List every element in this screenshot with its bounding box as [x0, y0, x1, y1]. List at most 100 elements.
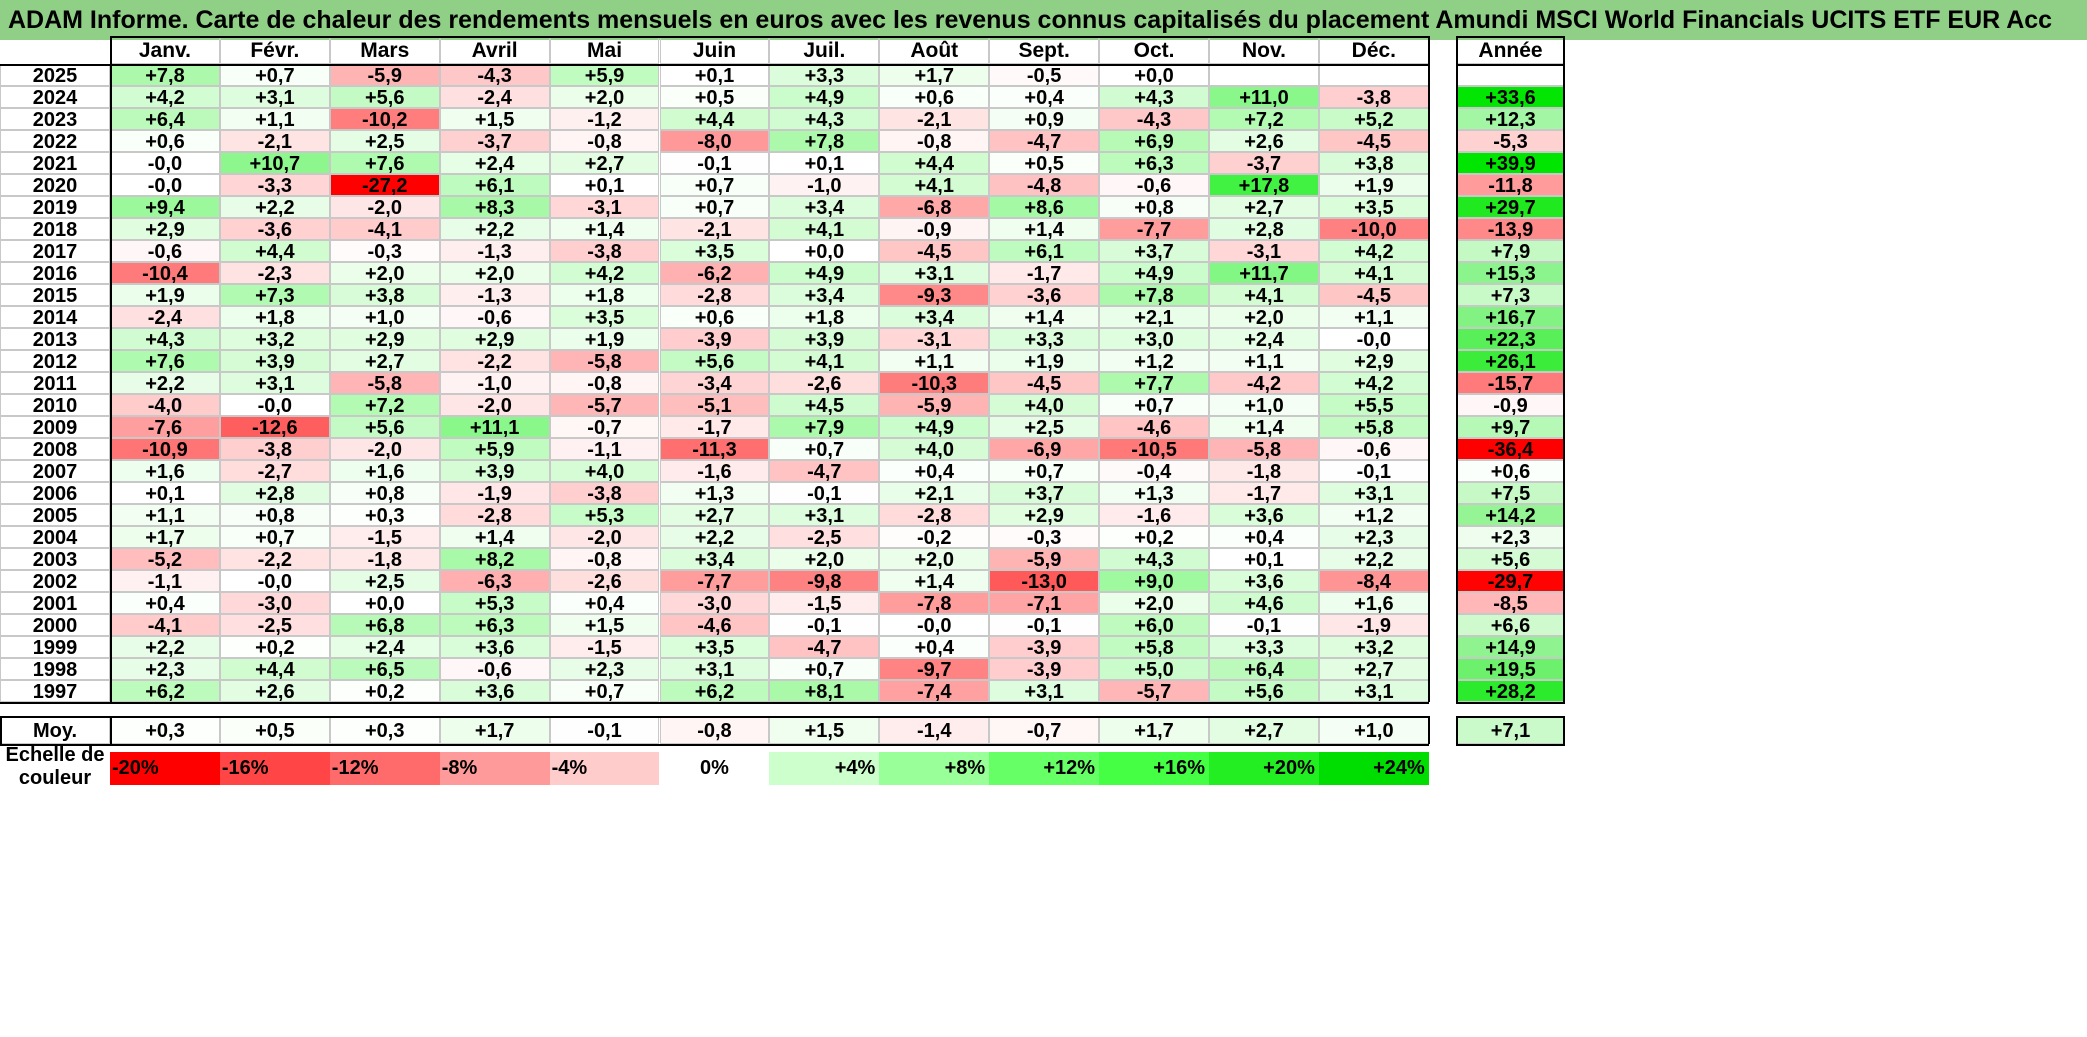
heatmap-cell: +4,2	[110, 86, 220, 108]
heatmap-cell: +0,2	[1099, 526, 1209, 548]
heatmap-cell: +11,7	[1209, 262, 1319, 284]
year-label: 2003	[0, 548, 110, 570]
heatmap-cell: -6,2	[659, 262, 770, 284]
heatmap-cell: -0,3	[329, 240, 440, 262]
heatmap-cell: +5,6	[659, 350, 770, 372]
heatmap-cell: +0,1	[769, 152, 880, 174]
annual-top-border	[1456, 36, 1565, 38]
heatmap-cell: -4,7	[769, 636, 880, 658]
heatmap-cell: +3,3	[769, 64, 880, 86]
heatmap-cell: +4,9	[769, 86, 880, 108]
heatmap-cell: +5,3	[549, 504, 660, 526]
heatmap-cell: -11,3	[659, 438, 770, 460]
heatmap-cell: -2,8	[879, 504, 990, 526]
heatmap-cell: +2,6	[219, 680, 330, 702]
heatmap-cell: +2,6	[1209, 130, 1319, 152]
annual-cell: -11,8	[1456, 174, 1565, 196]
heatmap-cell: +7,6	[110, 350, 220, 372]
heatmap-cell: +8,3	[439, 196, 550, 218]
annual-cell: +15,3	[1456, 262, 1565, 284]
annual-cell: +19,5	[1456, 658, 1565, 680]
heatmap-cell: +1,5	[439, 108, 550, 130]
heatmap-cell: +0,7	[659, 174, 770, 196]
column-header: Sept.	[989, 36, 1100, 64]
heatmap-cell: -2,4	[110, 306, 220, 328]
heatmap-cell: +4,4	[879, 152, 990, 174]
heatmap-cell: -1,0	[769, 174, 880, 196]
heatmap-cell: +1,3	[659, 482, 770, 504]
average-annual-cell: +7,1	[1456, 716, 1565, 744]
heatmap-cell: -4,6	[1099, 416, 1209, 438]
column-header: Oct.	[1099, 36, 1209, 64]
average-cell: +0,3	[329, 716, 440, 744]
heatmap-cell: -0,1	[659, 152, 770, 174]
heatmap-cell: +3,2	[219, 328, 330, 350]
heatmap-cell: +3,8	[1318, 152, 1429, 174]
heatmap-cell: +2,2	[110, 636, 220, 658]
heatmap-cell: +4,5	[769, 394, 880, 416]
average-cell: +1,7	[439, 716, 550, 744]
heatmap-cell: +2,9	[110, 218, 220, 240]
color-scale-swatch: +4%	[769, 752, 880, 785]
heatmap-cell: +1,5	[549, 614, 660, 636]
heatmap-cell: +2,4	[439, 152, 550, 174]
heatmap-cell: -1,6	[1099, 504, 1209, 526]
heatmap-cell: -2,0	[329, 438, 440, 460]
heatmap-cell: +3,1	[769, 504, 880, 526]
color-scale-swatch: 0%	[659, 752, 770, 785]
heatmap-cell: -0,0	[110, 174, 220, 196]
annual-cell: -15,7	[1456, 372, 1565, 394]
heatmap-cell: +10,7	[219, 152, 330, 174]
heatmap-cell: +6,4	[110, 108, 220, 130]
annual-cell: +29,7	[1456, 196, 1565, 218]
color-scale-label-line2: couleur	[18, 767, 92, 789]
heatmap-cell: +2,0	[879, 548, 990, 570]
heatmap-cell: +1,0	[329, 306, 440, 328]
heatmap-cell: -7,7	[1099, 218, 1209, 240]
heatmap-cell: +1,3	[1099, 482, 1209, 504]
heatmap-cell: +3,1	[219, 86, 330, 108]
heatmap-cell: +6,9	[1099, 130, 1209, 152]
heatmap-cell: +1,4	[879, 570, 990, 592]
column-header: Nov.	[1209, 36, 1319, 64]
heatmap-cell: +1,7	[110, 526, 220, 548]
heatmap-cell: -5,9	[329, 64, 440, 86]
heatmap-cell: -10,3	[879, 372, 990, 394]
heatmap-cell: -3,4	[659, 372, 770, 394]
heatmap-cell: +3,5	[1318, 196, 1429, 218]
heatmap-cell: -4,5	[989, 372, 1100, 394]
average-cell: +1,5	[769, 716, 880, 744]
heatmap-cell: +3,5	[659, 240, 770, 262]
heatmap-cell: +1,1	[110, 504, 220, 526]
color-scale-swatch: +8%	[879, 752, 990, 785]
heatmap-cell: +2,7	[549, 152, 660, 174]
heatmap-cell: +5,9	[439, 438, 550, 460]
heatmap-cell: +0,7	[659, 196, 770, 218]
heatmap-cell: -7,7	[659, 570, 770, 592]
heatmap-cell: +2,3	[110, 658, 220, 680]
heatmap-cell: -3,8	[549, 482, 660, 504]
heatmap-cell: +2,0	[549, 86, 660, 108]
heatmap-cell: +2,0	[1099, 592, 1209, 614]
heatmap-cell: +8,6	[989, 196, 1100, 218]
color-scale-swatch: -20%	[110, 752, 220, 785]
average-right-border	[1427, 716, 1430, 744]
heatmap-cell: -4,0	[110, 394, 220, 416]
heatmap-cell: -3,9	[989, 636, 1100, 658]
heatmap-cell: +0,7	[219, 64, 330, 86]
heatmap-cell: -2,8	[659, 284, 770, 306]
heatmap-cell: +5,8	[1318, 416, 1429, 438]
heatmap-cell: -3,7	[1209, 152, 1319, 174]
heatmap-cell: +0,0	[769, 240, 880, 262]
color-scale-label: Echelle de couleur	[0, 744, 110, 794]
heatmap-cell: +8,1	[769, 680, 880, 702]
column-header: Janv.	[110, 36, 220, 64]
heatmap-cell: -9,7	[879, 658, 990, 680]
annual-cell: +39,9	[1456, 152, 1565, 174]
heatmap-cell: -5,8	[329, 372, 440, 394]
heatmap-cell: +3,1	[1318, 680, 1429, 702]
heatmap-cell: -2,6	[769, 372, 880, 394]
heatmap-cell: -4,1	[329, 218, 440, 240]
heatmap-cell	[1318, 64, 1429, 86]
heatmap-cell: +5,8	[1099, 636, 1209, 658]
